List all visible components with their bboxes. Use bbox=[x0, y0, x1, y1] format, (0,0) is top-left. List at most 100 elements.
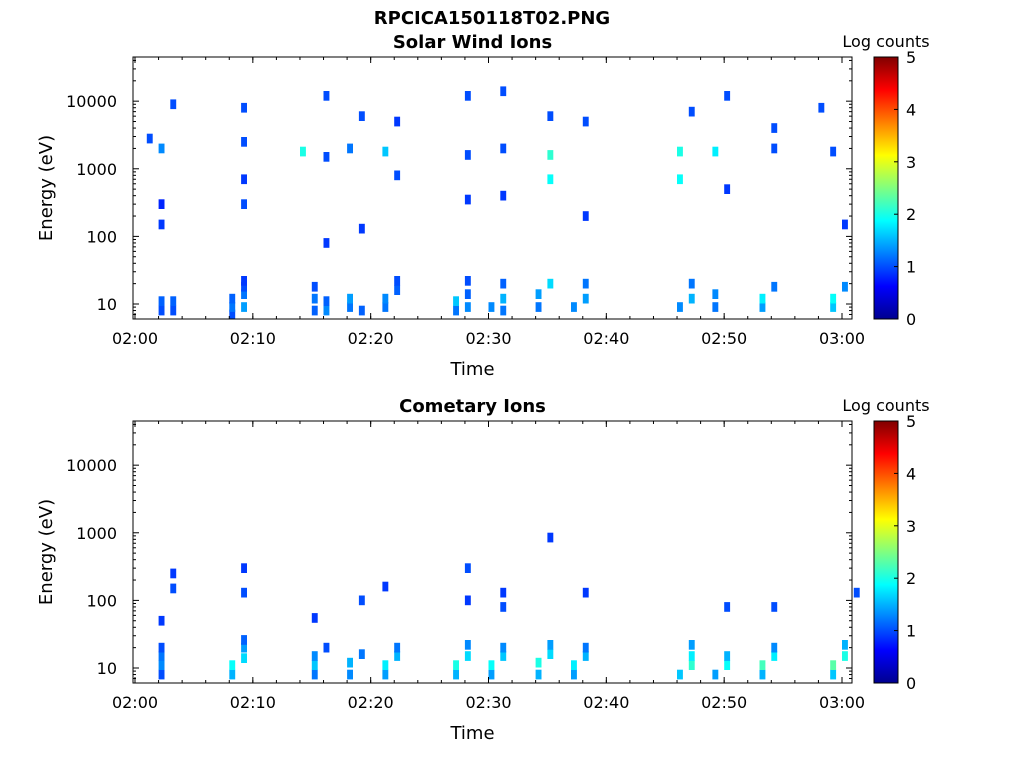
heatmap-cells bbox=[146, 86, 848, 320]
heatmap-cell bbox=[500, 651, 507, 661]
heatmap-cell bbox=[158, 219, 165, 230]
x-tick-label: 03:00 bbox=[819, 693, 865, 712]
panel-solar-wind-ions: Solar Wind Ions 02:00 02:10 02:20 02:30 02:40… bbox=[36, 32, 930, 380]
heatmap-cell bbox=[146, 133, 153, 144]
heatmap-cell bbox=[170, 296, 177, 306]
heatmap-cell bbox=[464, 150, 471, 160]
heatmap-cell bbox=[771, 281, 778, 292]
heatmap-cell bbox=[500, 602, 507, 612]
heatmap-cell bbox=[323, 152, 330, 162]
heatmap-cell bbox=[771, 123, 778, 133]
colorbar-tick-label: 0 bbox=[906, 310, 916, 329]
heatmap-cell bbox=[311, 651, 318, 661]
heatmap-cell bbox=[229, 669, 236, 680]
axes-frame bbox=[132, 420, 853, 684]
colorbar-label: Log counts bbox=[842, 396, 929, 415]
heatmap-cell bbox=[453, 296, 459, 306]
heatmap-cell bbox=[771, 143, 778, 154]
heatmap-cell bbox=[241, 137, 247, 147]
heatmap-cell bbox=[241, 281, 247, 292]
heatmap-cell bbox=[464, 640, 471, 650]
x-tick-label: 02:30 bbox=[465, 693, 511, 712]
heatmap-cell bbox=[842, 219, 848, 230]
heatmap-cell bbox=[347, 669, 353, 680]
y-tick-label: 100 bbox=[86, 227, 117, 246]
heatmap-cell bbox=[311, 293, 318, 304]
heatmap-cell bbox=[712, 669, 719, 680]
heatmap-cell bbox=[311, 660, 318, 670]
heatmap-cell bbox=[158, 642, 165, 653]
heatmap-cell bbox=[382, 302, 389, 312]
heatmap-cell bbox=[158, 296, 165, 306]
heatmap-cell bbox=[759, 669, 766, 680]
heatmap-cell bbox=[842, 281, 848, 292]
heatmap-cell bbox=[158, 669, 165, 680]
heatmap-cell bbox=[158, 651, 165, 661]
heatmap-cell bbox=[464, 563, 471, 573]
heatmap-cell bbox=[842, 651, 848, 661]
y-tick-label: 1000 bbox=[76, 160, 117, 179]
heatmap-cell bbox=[759, 660, 766, 670]
heatmap-cell bbox=[724, 660, 731, 670]
heatmap-cell bbox=[358, 595, 365, 606]
heatmap-cell bbox=[582, 642, 589, 653]
heatmap-cell bbox=[158, 660, 165, 670]
heatmap-cell bbox=[677, 669, 683, 680]
heatmap-cell bbox=[500, 293, 507, 304]
heatmap-cell bbox=[488, 669, 495, 680]
heatmap-cell bbox=[394, 116, 401, 127]
heatmap-cell bbox=[724, 184, 731, 194]
colorbar-label: Log counts bbox=[842, 32, 929, 51]
heatmap-cell bbox=[464, 91, 471, 101]
colorbar-tick-label: 4 bbox=[906, 100, 916, 119]
heatmap-cell bbox=[311, 613, 318, 623]
heatmap-cell bbox=[382, 660, 389, 670]
x-tick-label: 02:50 bbox=[701, 693, 747, 712]
heatmap-cell bbox=[311, 669, 318, 680]
panel-title: Cometary Ions bbox=[399, 396, 546, 417]
x-tick-label: 02:00 bbox=[112, 693, 158, 712]
x-tick-label: 02:50 bbox=[701, 329, 747, 348]
heatmap-cell bbox=[771, 602, 778, 612]
x-tick-label: 02:10 bbox=[230, 329, 276, 348]
heatmap-cells bbox=[158, 532, 860, 680]
heatmap-cell bbox=[535, 289, 542, 299]
heatmap-cell bbox=[170, 99, 177, 110]
colorbar-tick-label: 1 bbox=[906, 622, 916, 641]
heatmap-cell bbox=[759, 302, 766, 312]
x-tick-label: 02:20 bbox=[348, 329, 394, 348]
x-tick-label: 02:20 bbox=[348, 693, 394, 712]
heatmap-cell bbox=[500, 190, 507, 201]
axes-frame bbox=[132, 56, 853, 320]
plot-area bbox=[133, 57, 852, 319]
heatmap-cell bbox=[535, 302, 542, 312]
x-tick-label: 03:00 bbox=[819, 329, 865, 348]
colorbar-tick-label: 3 bbox=[906, 153, 916, 172]
heatmap-cell bbox=[241, 102, 247, 113]
heatmap-cell bbox=[241, 289, 247, 299]
heatmap-cell bbox=[394, 642, 401, 653]
heatmap-cell bbox=[677, 146, 683, 157]
heatmap-cell bbox=[535, 657, 542, 668]
heatmap-cell bbox=[464, 289, 471, 299]
heatmap-cell bbox=[500, 278, 507, 289]
heatmap-cell bbox=[830, 660, 837, 670]
heatmap-cell bbox=[170, 305, 177, 316]
heatmap-cell bbox=[358, 649, 365, 659]
x-tick-label: 02:30 bbox=[465, 329, 511, 348]
heatmap-cell bbox=[358, 111, 365, 121]
heatmap-cell bbox=[170, 583, 177, 594]
heatmap-cell bbox=[464, 302, 471, 312]
heatmap-cell bbox=[170, 568, 177, 579]
colorbar-tick-label: 5 bbox=[906, 412, 916, 431]
heatmap-cell bbox=[382, 146, 389, 157]
heatmap-cell bbox=[724, 651, 731, 661]
panel-title: Solar Wind Ions bbox=[393, 32, 552, 53]
y-axis-label: Energy (eV) bbox=[36, 499, 57, 605]
heatmap-cell bbox=[464, 651, 471, 661]
heatmap-cell bbox=[158, 143, 165, 154]
heatmap-cell bbox=[500, 642, 507, 653]
heatmap-cell bbox=[158, 615, 165, 626]
